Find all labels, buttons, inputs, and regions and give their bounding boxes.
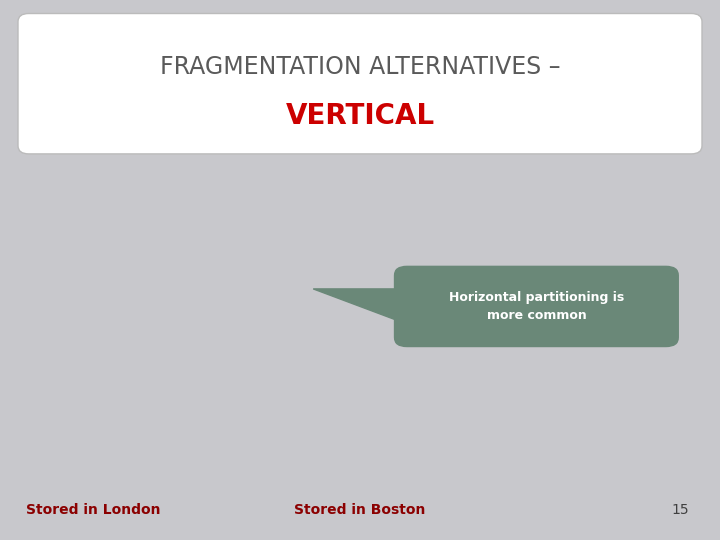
Text: VERTICAL: VERTICAL (285, 102, 435, 130)
Polygon shape (313, 289, 421, 329)
Text: 15: 15 (672, 503, 689, 517)
Text: Stored in London: Stored in London (27, 503, 161, 517)
Text: Stored in Boston: Stored in Boston (294, 503, 426, 517)
Text: Horizontal partitioning is
more common: Horizontal partitioning is more common (449, 291, 624, 322)
Text: FRAGMENTATION ALTERNATIVES –: FRAGMENTATION ALTERNATIVES – (160, 56, 560, 79)
FancyBboxPatch shape (394, 266, 679, 347)
FancyBboxPatch shape (18, 14, 702, 154)
